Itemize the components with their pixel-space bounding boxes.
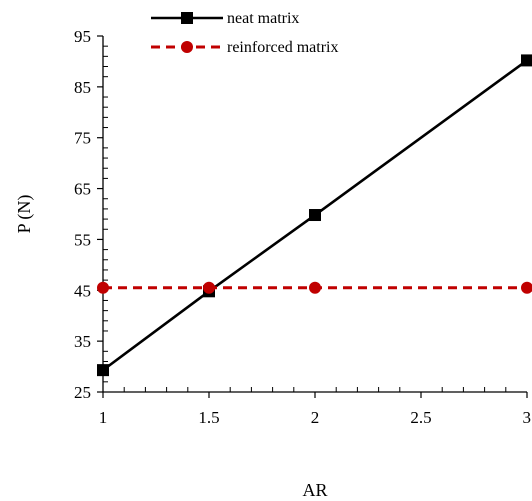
data-point-circle — [203, 281, 215, 294]
x-tick-label: 2 — [311, 408, 320, 427]
y-tick-label: 55 — [74, 230, 91, 249]
data-point-circle — [97, 281, 109, 294]
y-axis-title: P (N) — [14, 195, 35, 234]
y-tick-label: 95 — [74, 27, 91, 46]
legend-item: neat matrix — [151, 10, 299, 27]
data-point-square — [521, 54, 532, 67]
legend-label: neat matrix — [227, 10, 299, 27]
data-point-circle — [521, 281, 532, 294]
series-reinforced-matrix — [97, 281, 532, 294]
y-tick-label: 35 — [74, 332, 91, 351]
legend-label: reinforced matrix — [227, 39, 339, 56]
legend-swatch-square — [181, 12, 193, 24]
y-tick-label: 75 — [74, 129, 91, 148]
y-tick-label: 85 — [74, 78, 91, 97]
x-axis-title: AR — [302, 480, 327, 500]
data-point-square — [97, 364, 109, 377]
data-point-circle — [309, 281, 321, 294]
series-line — [102, 59, 528, 372]
tick-labels: 25 35 45 55 65 75 85 95 1 1.5 2 2.5 3 — [74, 27, 531, 427]
x-tick-label: 1 — [99, 408, 108, 427]
y-tick-label: 25 — [74, 383, 91, 402]
data-point-square — [309, 209, 321, 222]
y-tick-label: 65 — [74, 180, 91, 199]
y-tick-label: 45 — [74, 281, 91, 300]
series-layer — [97, 54, 532, 377]
legend-swatch-circle — [181, 41, 193, 53]
legend-item: reinforced matrix — [151, 39, 339, 56]
x-tick-label: 3 — [523, 408, 532, 427]
x-tick-label: 2.5 — [410, 408, 431, 427]
series-neat-matrix — [97, 54, 532, 377]
legend: neat matrix reinforced matrix — [151, 10, 339, 56]
x-tick-label: 1.5 — [198, 408, 219, 427]
